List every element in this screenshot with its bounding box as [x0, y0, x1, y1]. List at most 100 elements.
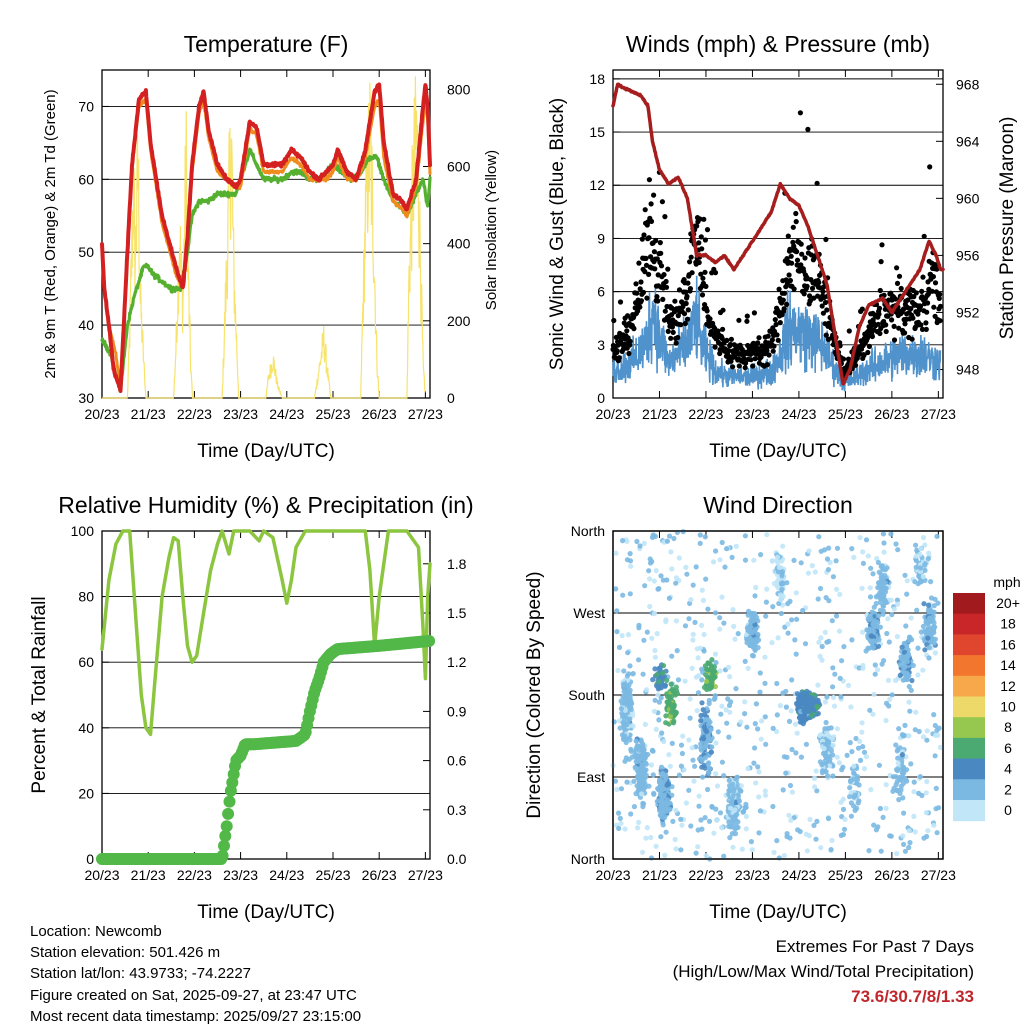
gust-point: [654, 294, 660, 300]
direction-point: [792, 721, 799, 727]
x-tick-label: 25/23: [315, 406, 350, 422]
direction-point: [922, 567, 928, 573]
direction-point: [786, 718, 793, 725]
direction-point: [784, 834, 790, 840]
precip-point: [218, 839, 230, 852]
direction-point: [774, 712, 780, 718]
gust-point: [785, 233, 791, 239]
direction-point: [883, 717, 889, 724]
direction-point: [776, 564, 783, 571]
direction-point: [828, 748, 835, 754]
x-tick-label: 27/23: [408, 406, 443, 422]
direction-point: [831, 703, 838, 709]
direction-point: [669, 740, 675, 747]
direction-point: [841, 644, 847, 650]
gust-point: [665, 266, 671, 272]
gust-point: [728, 336, 735, 342]
direction-point: [658, 834, 664, 840]
chart-title: Winds (mph) & Pressure (mb): [626, 31, 930, 57]
direction-point: [751, 760, 757, 766]
direction-point: [902, 572, 908, 578]
direction-point: [699, 587, 705, 593]
direction-point: [870, 644, 877, 650]
gust-point: [673, 340, 679, 346]
direction-point: [925, 620, 931, 627]
direction-point: [797, 719, 803, 725]
gust-point: [662, 214, 668, 220]
direction-point: [896, 797, 902, 803]
direction-point: [789, 677, 795, 683]
gust-point: [697, 216, 703, 222]
direction-point: [633, 738, 639, 744]
x-tick-label: 22/23: [177, 406, 212, 422]
direction-point: [654, 672, 660, 678]
direction-point: [710, 559, 717, 565]
gust-point: [641, 232, 647, 238]
colorbar-swatch: [953, 717, 985, 739]
x-tick-label: 23/23: [735, 867, 770, 883]
y-right-tick-label: 400: [447, 236, 471, 252]
direction-point: [933, 732, 939, 739]
direction-point: [735, 631, 741, 637]
x-axis-label: Time (Day/UTC): [709, 902, 847, 923]
direction-point: [822, 726, 828, 732]
direction-point: [679, 750, 686, 757]
direction-point: [897, 662, 903, 668]
x-tick-label: 26/23: [874, 867, 909, 883]
direction-point: [659, 730, 665, 736]
direction-point: [837, 591, 843, 598]
series-station-pressure: [611, 82, 945, 386]
y-axis-label-left: Sonic Wind & Gust (Blue, Black): [547, 98, 568, 370]
gust-point: [659, 199, 666, 205]
precip-point: [222, 807, 235, 820]
direction-point: [643, 835, 649, 841]
direction-point: [651, 611, 658, 617]
direction-point: [839, 767, 845, 773]
direction-point: [711, 830, 717, 836]
direction-point: [656, 717, 662, 723]
direction-point: [847, 778, 854, 785]
gust-point: [637, 304, 643, 310]
gust-point: [639, 236, 645, 242]
direction-point: [901, 841, 907, 848]
direction-point: [900, 795, 906, 801]
y-left-tick-label: 30: [78, 390, 94, 406]
direction-point: [696, 803, 702, 809]
direction-point: [781, 853, 787, 859]
gust-point: [775, 337, 781, 343]
direction-point: [738, 719, 744, 725]
direction-point: [847, 794, 853, 800]
direction-point: [692, 619, 698, 626]
direction-point: [806, 698, 813, 705]
gust-point: [896, 273, 903, 279]
direction-point: [733, 820, 739, 826]
direction-point: [913, 542, 919, 548]
gust-point: [925, 291, 932, 297]
direction-point: [668, 681, 674, 687]
direction-point: [900, 833, 906, 839]
station-elevation: Station elevation: 501.426 m: [30, 944, 221, 962]
direction-point: [912, 579, 918, 585]
direction-point: [801, 708, 807, 714]
colorbar-swatch: [953, 696, 985, 718]
direction-point: [868, 616, 874, 622]
direction-point: [647, 576, 653, 582]
direction-point: [659, 670, 666, 676]
direction-point: [900, 733, 907, 739]
direction-point: [780, 543, 786, 549]
colorbar-label: 4: [1004, 761, 1012, 777]
direction-point: [705, 761, 711, 767]
x-tick-label: 22/23: [177, 867, 212, 883]
direction-point: [780, 787, 786, 793]
direction-point: [829, 618, 835, 624]
gust-point: [774, 332, 780, 338]
direction-point: [704, 728, 710, 735]
direction-point: [727, 674, 733, 680]
direction-point: [923, 810, 930, 816]
direction-point: [863, 537, 870, 543]
direction-point: [665, 801, 671, 807]
direction-point: [920, 574, 926, 580]
direction-point: [742, 533, 749, 539]
gust-point: [822, 299, 829, 306]
direction-point: [814, 703, 820, 710]
